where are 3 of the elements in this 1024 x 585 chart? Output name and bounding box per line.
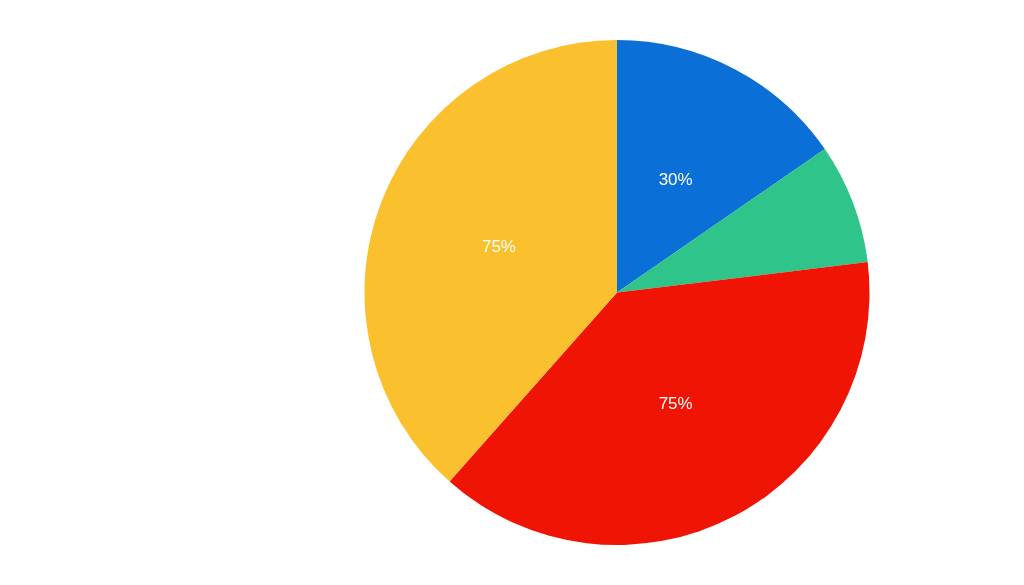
data-label: 75% [481,237,516,257]
data-label: 30% [658,170,693,190]
data-label: 75% [658,393,693,413]
